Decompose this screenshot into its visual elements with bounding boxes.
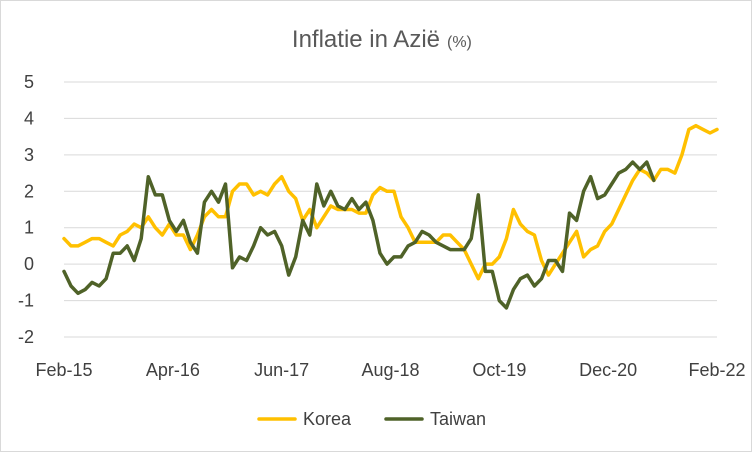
y-axis-ticks: -2 -1 0 1 2 3 4 5 bbox=[18, 72, 34, 347]
legend-label-korea: Korea bbox=[303, 409, 352, 429]
x-axis-ticks: Feb-15 Apr-16 Jun-17 Aug-18 Oct-19 Dec-20 Feb-… bbox=[35, 360, 745, 380]
y-tick-label: -2 bbox=[18, 327, 34, 347]
x-tick-label: Feb-15 bbox=[35, 360, 92, 380]
y-tick-label: -1 bbox=[18, 291, 34, 311]
x-tick-label: Jun-17 bbox=[254, 360, 309, 380]
legend: Korea Taiwan bbox=[257, 409, 486, 429]
y-tick-label: 4 bbox=[24, 108, 34, 128]
y-tick-label: 5 bbox=[24, 72, 34, 92]
series-line-taiwan bbox=[62, 160, 656, 310]
y-tick-label: 2 bbox=[24, 181, 34, 201]
x-tick-label: Feb-22 bbox=[688, 360, 745, 380]
y-tick-label: 1 bbox=[24, 218, 34, 238]
chart-title: Inflatie in Azië bbox=[292, 26, 440, 53]
legend-label-taiwan: Taiwan bbox=[430, 409, 486, 429]
y-tick-label: 0 bbox=[24, 254, 34, 274]
x-tick-label: Oct-19 bbox=[472, 360, 526, 380]
series-lines bbox=[62, 123, 719, 310]
x-tick-label: Aug-18 bbox=[361, 360, 419, 380]
x-tick-label: Dec-20 bbox=[579, 360, 637, 380]
x-tick-label: Apr-16 bbox=[146, 360, 200, 380]
chart-subtitle: (%) bbox=[447, 34, 472, 51]
y-tick-label: 3 bbox=[24, 145, 34, 165]
series-line-korea bbox=[62, 123, 719, 281]
